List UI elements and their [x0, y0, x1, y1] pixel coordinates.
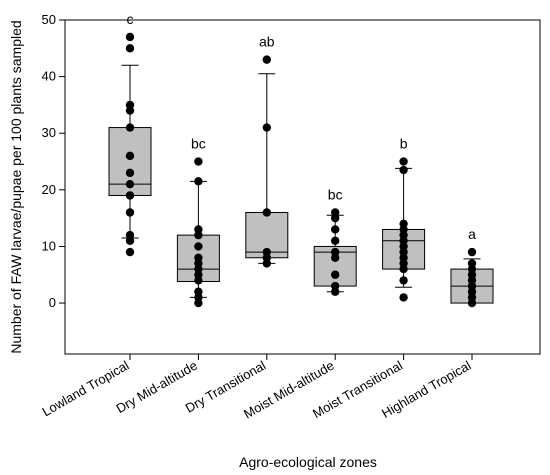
y-tick-label: 30: [42, 125, 56, 140]
significance-letter: b: [400, 136, 408, 152]
plot-frame: [64, 19, 541, 355]
data-point: [262, 55, 271, 64]
data-point: [331, 253, 340, 262]
data-point: [194, 157, 203, 166]
data-point: [125, 247, 135, 257]
significance-letter: bc: [191, 136, 206, 152]
data-point: [331, 270, 340, 279]
data-point: [399, 165, 408, 175]
significance-letter: a: [468, 226, 476, 242]
box-plots: [108, 64, 494, 304]
y-tick-label: 50: [42, 12, 56, 27]
data-point: [125, 208, 135, 217]
data-point: [399, 264, 408, 274]
data-point: [331, 213, 340, 223]
data-point: [467, 298, 477, 308]
data-point: [194, 230, 203, 240]
data-point: [399, 293, 408, 302]
data-point: [331, 236, 340, 245]
data-point: [262, 123, 271, 132]
data-point: [194, 242, 203, 251]
y-tick-label: 20: [42, 182, 56, 197]
data-point: [194, 177, 203, 186]
data-point: [194, 276, 203, 285]
data-point: [125, 191, 135, 200]
data-point: [331, 225, 340, 234]
significance-letter: ab: [259, 34, 275, 50]
x-axis-label: Agro-ecological zones: [239, 454, 377, 470]
significance-letters: c bc ab bc b a: [127, 11, 477, 242]
y-tick-label: 10: [42, 238, 56, 253]
data-point: [399, 276, 408, 285]
data-point: [125, 32, 135, 42]
data-points: [125, 32, 477, 308]
data-point: [125, 44, 135, 53]
significance-letter: bc: [328, 186, 343, 202]
data-point: [125, 179, 135, 189]
data-point: [194, 298, 203, 308]
data-point: [262, 259, 271, 268]
y-axis-label: Number of FAW larvae/pupae per 100 plant…: [8, 20, 24, 353]
y-tick-label: 40: [42, 69, 56, 84]
box-plot: [245, 73, 289, 264]
significance-letter: c: [127, 11, 134, 27]
data-point: [262, 208, 271, 217]
data-point: [125, 106, 135, 115]
data-point: [331, 287, 340, 296]
data-point: [125, 123, 135, 132]
y-axis: 0 10 20 30 40 50: [42, 12, 65, 310]
y-tick-label: 0: [49, 295, 56, 310]
data-point: [125, 236, 135, 245]
data-point: [399, 157, 408, 166]
data-point: [125, 151, 135, 161]
data-point: [467, 247, 477, 257]
data-point: [125, 168, 135, 178]
